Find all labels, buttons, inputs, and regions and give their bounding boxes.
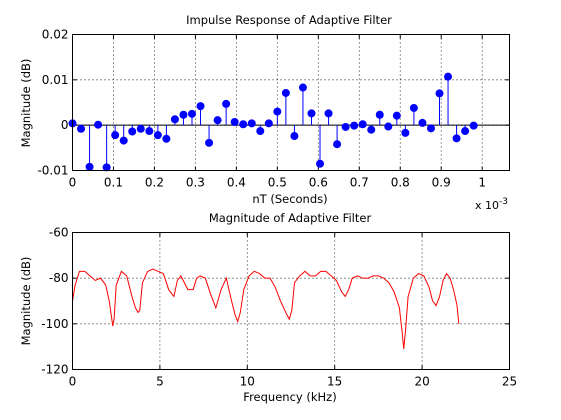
impulse-y-tick-label: 0: [61, 118, 69, 132]
impulse-y-axis-label: Magnitude (dB): [19, 59, 33, 148]
magnitude-x-tick-label: 5: [156, 375, 164, 389]
impulse-marker: [170, 115, 179, 124]
impulse-marker: [281, 88, 290, 97]
magnitude-y-axis-label: Magnitude (dB): [19, 257, 33, 346]
impulse-marker: [264, 119, 273, 128]
impulse-marker: [426, 124, 435, 133]
impulse-marker: [316, 159, 325, 168]
magnitude-response-chart: Magnitude of Adaptive Filter 0 5 10 15 20 25 -…: [19, 211, 517, 404]
impulse-marker: [111, 131, 120, 140]
magnitude-y-tick-label: -100: [41, 317, 68, 331]
impulse-marker: [384, 122, 393, 131]
magnitude-x-tick-label: 10: [240, 375, 255, 389]
impulse-marker: [77, 124, 86, 133]
impulse-response-chart: Impulse Response of Adaptive Filter 0 0.1…: [19, 13, 510, 212]
impulse-marker: [196, 102, 205, 111]
impulse-x-tick-label: 0.3: [186, 176, 205, 190]
impulse-marker: [290, 132, 299, 141]
impulse-x-tick-label: 1: [478, 176, 486, 190]
impulse-marker: [307, 109, 316, 118]
impulse-marker: [367, 125, 376, 134]
impulse-x-tick-label: 0.6: [309, 176, 328, 190]
impulse-x-multiplier-base: x 10: [475, 199, 499, 212]
impulse-marker: [247, 119, 256, 128]
impulse-y-tick-label: 0.02: [42, 28, 69, 42]
magnitude-y-tick-label: -80: [49, 271, 69, 285]
magnitude-x-tick-label: 20: [414, 375, 429, 389]
impulse-x-tick-label: 0.4: [227, 176, 246, 190]
impulse-x-tick-label: 0.9: [432, 176, 451, 190]
magnitude-x-axis-label: Frequency (kHz): [243, 390, 336, 404]
impulse-y-tick-label: 0.01: [42, 73, 69, 87]
impulse-marker: [401, 128, 410, 137]
impulse-x-tick-label: 0: [69, 176, 77, 190]
impulse-marker: [85, 162, 94, 171]
magnitude-y-tick-label: -60: [49, 226, 69, 240]
impulse-marker: [187, 109, 196, 118]
impulse-chart-title: Impulse Response of Adaptive Filter: [186, 13, 392, 27]
impulse-marker: [239, 120, 248, 129]
magnitude-y-tick-label: -120: [41, 363, 68, 377]
impulse-marker: [392, 111, 401, 120]
magnitude-x-tick-label: 0: [69, 375, 77, 389]
impulse-marker: [179, 110, 188, 119]
impulse-x-tick-label: 0.2: [145, 176, 164, 190]
impulse-marker: [444, 72, 453, 81]
impulse-marker: [256, 127, 265, 136]
impulse-x-multiplier: x 10-3: [475, 197, 508, 212]
impulse-x-multiplier-exponent: -3: [499, 197, 508, 207]
impulse-y-tick-label: -0.01: [37, 164, 68, 178]
impulse-marker: [358, 120, 367, 129]
impulse-marker: [418, 118, 427, 127]
impulse-marker: [452, 134, 461, 143]
impulse-marker: [333, 140, 342, 149]
impulse-marker: [153, 131, 162, 140]
impulse-marker: [145, 127, 154, 136]
impulse-marker: [102, 163, 111, 172]
impulse-marker: [222, 99, 231, 108]
impulse-x-tick-label: 0.7: [350, 176, 369, 190]
impulse-marker: [94, 120, 103, 129]
impulse-marker: [341, 122, 350, 131]
impulse-marker: [469, 121, 478, 130]
impulse-x-tick-label: 0.1: [104, 176, 123, 190]
impulse-marker: [162, 134, 171, 143]
impulse-marker: [350, 121, 359, 130]
impulse-x-tick-label: 0.8: [391, 176, 410, 190]
impulse-marker: [205, 138, 214, 147]
impulse-marker: [461, 127, 470, 136]
impulse-marker: [324, 109, 333, 118]
impulse-x-axis-label: nT (Seconds): [252, 192, 327, 206]
impulse-marker: [298, 83, 307, 92]
impulse-marker: [128, 127, 137, 136]
magnitude-x-tick-label: 15: [327, 375, 342, 389]
impulse-marker: [409, 103, 418, 112]
impulse-marker: [273, 107, 282, 116]
magnitude-plot-frame: [72, 232, 510, 370]
impulse-x-tick-label: 0.5: [268, 176, 287, 190]
impulse-marker: [136, 124, 145, 133]
impulse-marker: [230, 117, 239, 126]
impulse-marker: [213, 116, 222, 125]
impulse-plot-frame: [72, 34, 510, 171]
magnitude-x-tick-label: 25: [502, 375, 517, 389]
magnitude-chart-title: Magnitude of Adaptive Filter: [209, 211, 372, 225]
impulse-marker: [375, 110, 384, 119]
magnitude-response-line: [72, 268, 460, 349]
impulse-marker: [119, 136, 128, 145]
impulse-marker: [435, 89, 444, 98]
